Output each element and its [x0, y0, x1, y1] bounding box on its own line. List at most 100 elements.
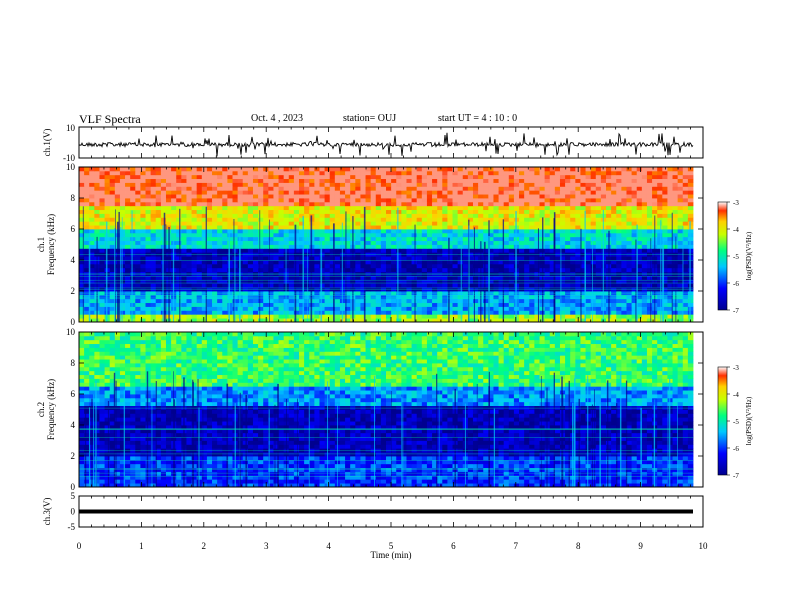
spectro-cell [549, 236, 556, 242]
spectro-cell [196, 294, 203, 300]
spectro-cell [140, 240, 146, 245]
spectro-cell [508, 318, 515, 323]
spectro-cell [355, 263, 361, 269]
spectro-cell [457, 170, 464, 176]
spectro-cell [534, 190, 540, 195]
spectro-cell [534, 225, 540, 230]
spectro-cell [662, 217, 668, 222]
spectro-cell [263, 170, 269, 176]
spectro-cell [437, 314, 443, 319]
spectro-cell [222, 279, 228, 284]
spectro-cell [524, 248, 530, 253]
spectro-cell [242, 256, 249, 261]
spectro-cell [667, 229, 673, 234]
spectro-cell [565, 205, 571, 211]
spectro-cell [503, 248, 510, 253]
spectro-cell [565, 182, 571, 187]
spectro-cell [232, 182, 239, 187]
spectro-cell [140, 229, 146, 234]
spectro-cell [534, 167, 540, 172]
spectro-cell [186, 244, 192, 249]
spectro-cell [641, 318, 648, 323]
spectro-cell [667, 170, 673, 176]
spectro-cell [237, 221, 244, 226]
spectro-cell [503, 213, 510, 218]
spectro-cell [467, 229, 474, 234]
spectro-cell [519, 167, 525, 172]
spectro-cell [534, 186, 540, 191]
spectro-cell [539, 213, 546, 218]
spectro-cell [580, 240, 586, 245]
spectro-cell [386, 194, 392, 199]
spectro-cell [626, 225, 632, 230]
spectro-cell [130, 244, 136, 249]
spectro-cell [130, 275, 136, 280]
spectro-cell [600, 178, 607, 183]
spectro-cell [247, 318, 254, 323]
spectro-cell [273, 275, 279, 280]
spectro-cell [247, 174, 254, 180]
spectro-cell [217, 178, 223, 183]
spectro-cell [247, 229, 254, 234]
spectro-cell [457, 174, 464, 180]
spectro-cell [667, 201, 673, 207]
spectro-cell [534, 217, 540, 222]
spectro-cell [682, 267, 689, 273]
spectro-cell [411, 236, 418, 242]
spectro-cell [657, 186, 663, 191]
spectro-cell [375, 298, 382, 304]
spectro-cell [125, 260, 131, 265]
spectro-cell [672, 267, 679, 273]
spectro-cell [370, 267, 377, 273]
spectro-cell [544, 275, 551, 280]
spectro-cell [135, 260, 141, 265]
spectro-cell [626, 275, 632, 280]
spectro-cell [345, 217, 351, 222]
spectro-cell [452, 170, 459, 176]
spectro-cell [457, 182, 464, 187]
spectro-cell [421, 209, 428, 214]
spectro-cell [672, 248, 679, 253]
station-label: station= OUJ [343, 113, 397, 124]
spectro-cell [212, 198, 218, 203]
spectro-cell [667, 209, 673, 214]
spectro-cell [416, 267, 423, 273]
spectro-cell [145, 190, 152, 195]
spectro-cell [483, 178, 489, 183]
spectro-cell [437, 198, 443, 203]
spectro-cell [631, 283, 638, 288]
spectro-cell [109, 167, 116, 172]
spectro-cell [104, 213, 111, 218]
spectro-cell [227, 240, 233, 245]
spectro-cell [206, 167, 213, 172]
spectro-cell [549, 306, 556, 311]
spectro-cell [345, 198, 351, 203]
spectro-cell [212, 232, 218, 238]
spectro-cell [575, 306, 581, 311]
spectro-cell [339, 182, 346, 187]
spectro-cell [370, 260, 377, 265]
spectro-cell [375, 186, 382, 191]
spectro-cell [508, 178, 515, 183]
spectro-cell [411, 225, 418, 230]
spectro-cell [217, 186, 223, 191]
spectro-cell [462, 248, 469, 253]
spectro-cell [79, 267, 85, 273]
spectro-cell [386, 225, 392, 230]
spectro-cell [99, 174, 105, 180]
spectro-cell [478, 170, 484, 176]
spectro-cell [206, 263, 213, 269]
spectro-cell [171, 236, 177, 242]
spectro-cell [432, 314, 438, 319]
spectro-cell [570, 279, 576, 284]
spectro-cell [534, 213, 540, 218]
spectro-cell [682, 178, 689, 183]
spectro-cell [462, 302, 469, 307]
spectro-cell [84, 178, 90, 183]
spectro-cell [232, 209, 239, 214]
spectro-cell [360, 213, 366, 218]
spectro-cell [493, 194, 499, 199]
spectro-cell [217, 182, 223, 187]
spectro-cell [682, 232, 689, 238]
spectro-cell [478, 201, 484, 207]
